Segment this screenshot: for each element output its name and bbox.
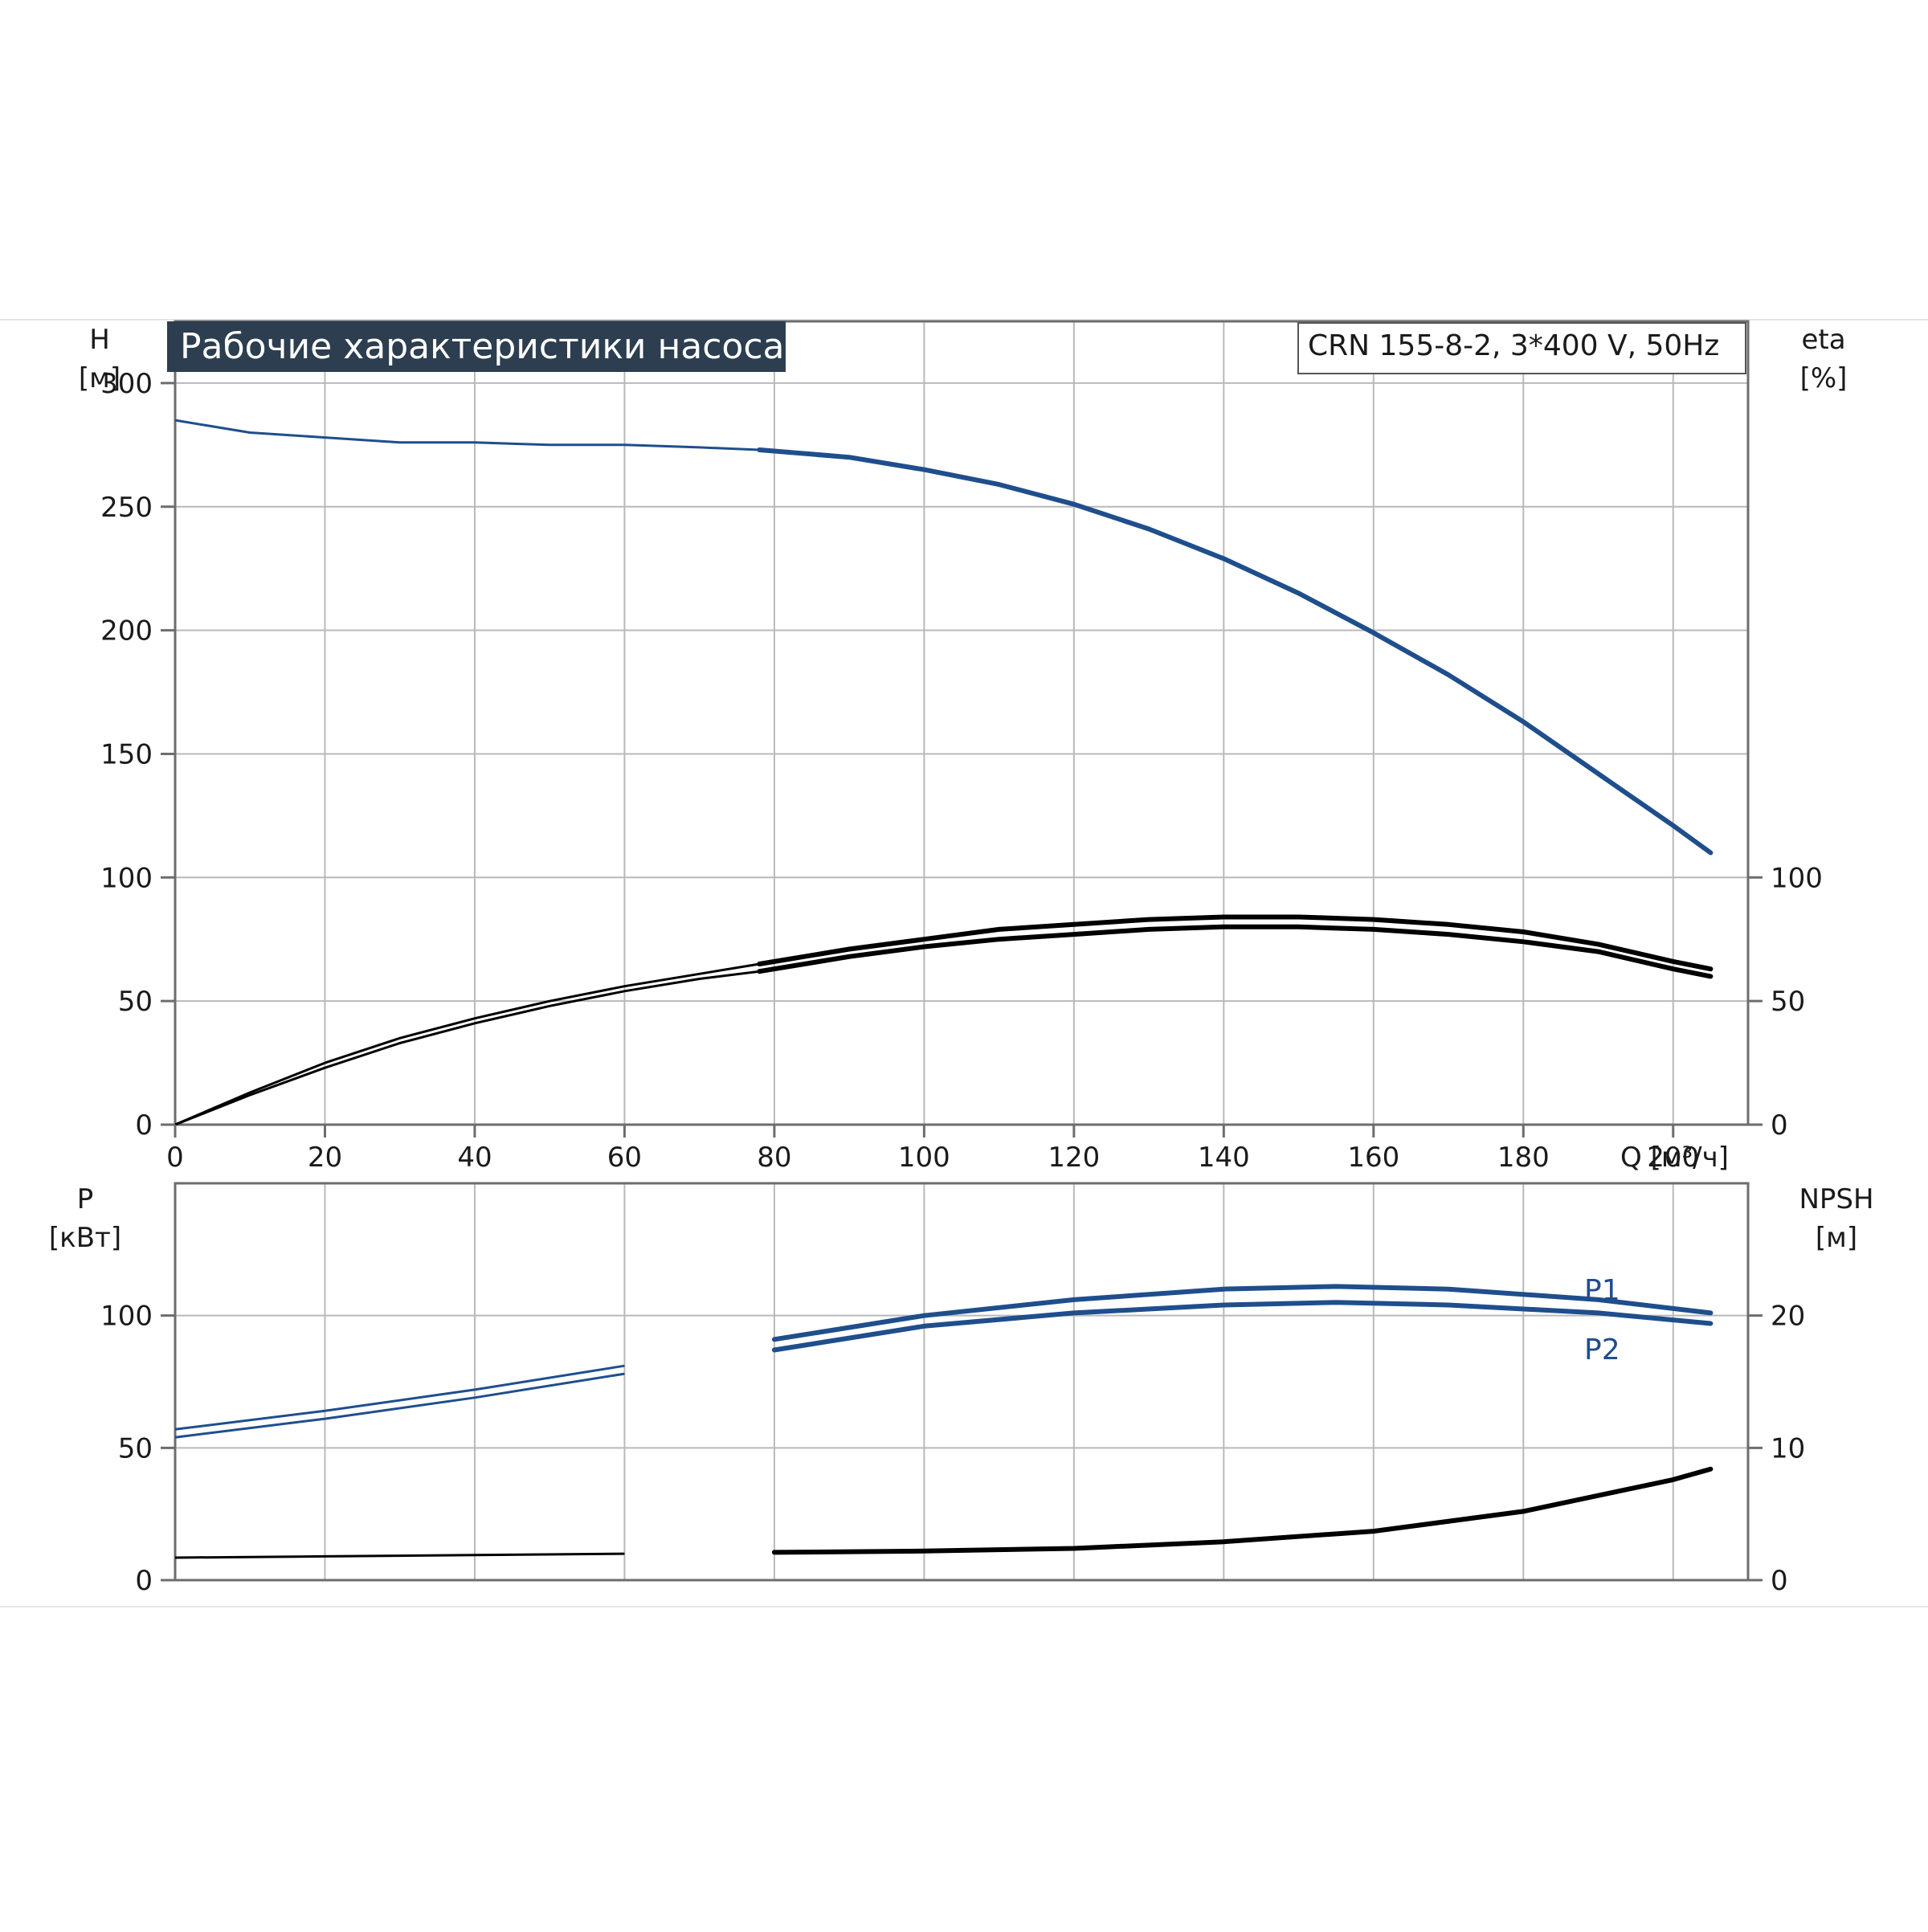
efficiency-curve-2 xyxy=(757,924,1714,979)
top-plot-frame xyxy=(174,320,1750,1126)
y-left-tick-bottom: 0 xyxy=(135,1565,153,1597)
y-right-tick-top: 100 xyxy=(1771,862,1823,894)
y-left-tick-top: 200 xyxy=(100,615,153,647)
npsh-curve xyxy=(771,1466,1714,1555)
x-tick-label: 140 xyxy=(1198,1142,1250,1174)
x-tick-label: 200 xyxy=(1647,1142,1699,1174)
top-plot-grid xyxy=(175,321,1748,1125)
y-right-tick-bottom: 10 xyxy=(1771,1432,1805,1464)
head-curve-thin xyxy=(174,419,760,451)
y-left-tick-bottom: 100 xyxy=(100,1301,153,1333)
x-tick-label: 120 xyxy=(1048,1142,1100,1174)
power-curve-p2 xyxy=(771,1300,1714,1353)
y-right-unit-top: [%] xyxy=(1800,362,1848,394)
title-badge xyxy=(167,321,786,372)
head-curve xyxy=(757,447,1714,856)
y-left-unit-bottom: [кВт] xyxy=(49,1222,121,1254)
x-axis-label: Q [м³/ч] xyxy=(1620,1142,1729,1174)
power-curve-p1-thin xyxy=(174,1364,625,1431)
y-left-tick-top: 250 xyxy=(100,492,153,524)
chart-title: Рабочие характеристики насоса xyxy=(180,326,784,367)
y-right-tick-bottom: 0 xyxy=(1771,1565,1788,1597)
x-tick-label: 40 xyxy=(457,1142,492,1174)
y-right-tick-top: 0 xyxy=(1771,1109,1788,1142)
x-tick-label: 100 xyxy=(898,1142,950,1174)
chart-subtitle: CRN 155-8-2, 3*400 V, 50Hz xyxy=(1308,329,1719,362)
y-left-tick-bottom: 50 xyxy=(118,1432,153,1464)
subtitle-box xyxy=(1297,322,1746,374)
y-right-label-bottom: NPSH xyxy=(1799,1183,1873,1215)
y-left-label-top: H xyxy=(89,324,110,356)
y-left-tick-top: 300 xyxy=(100,368,153,400)
tick-labels: 0 20 40 60 80 100 120 140 160 180 2000501001502002… xyxy=(100,368,1823,1597)
y-left-label-bottom: P xyxy=(77,1183,94,1215)
x-tick-label: 180 xyxy=(1497,1142,1550,1174)
power-curve-p1 xyxy=(771,1284,1714,1342)
top-plot-series xyxy=(174,419,1714,1126)
y-left-tick-top: 150 xyxy=(100,738,153,770)
bottom-plot-grid xyxy=(175,1183,1748,1580)
efficiency-curve-2-thin xyxy=(174,970,760,1126)
bottom-plot-frame xyxy=(174,1182,1750,1582)
x-tick-label: 160 xyxy=(1347,1142,1399,1174)
y-left-tick-top: 50 xyxy=(118,986,153,1018)
x-tick-label: 0 xyxy=(166,1142,184,1174)
y-right-tick-top: 50 xyxy=(1771,986,1805,1018)
x-tick-label: 20 xyxy=(308,1142,342,1174)
y-right-label-top: eta xyxy=(1801,324,1845,356)
efficiency-curve-1 xyxy=(757,914,1714,972)
y-left-unit-top: [м] xyxy=(79,362,120,394)
series-label-p1: P1 xyxy=(1584,1274,1620,1307)
axis-labels: Рабочие характеристики насоса CRN 155-8-… xyxy=(49,321,1874,1366)
y-right-tick-bottom: 20 xyxy=(1771,1301,1805,1333)
y-left-tick-top: 100 xyxy=(100,862,153,894)
y-left-tick-top: 0 xyxy=(135,1109,153,1142)
series-label-p2: P2 xyxy=(1584,1334,1620,1366)
npsh-curve-thin xyxy=(174,1552,625,1559)
power-curve-p2-thin xyxy=(174,1372,625,1439)
y-right-unit-bottom: [м] xyxy=(1816,1222,1857,1254)
x-tick-label: 80 xyxy=(757,1142,791,1174)
efficiency-curve-1-thin xyxy=(174,962,760,1126)
bottom-plot-series xyxy=(174,1284,1714,1559)
x-tick-label: 60 xyxy=(607,1142,642,1174)
